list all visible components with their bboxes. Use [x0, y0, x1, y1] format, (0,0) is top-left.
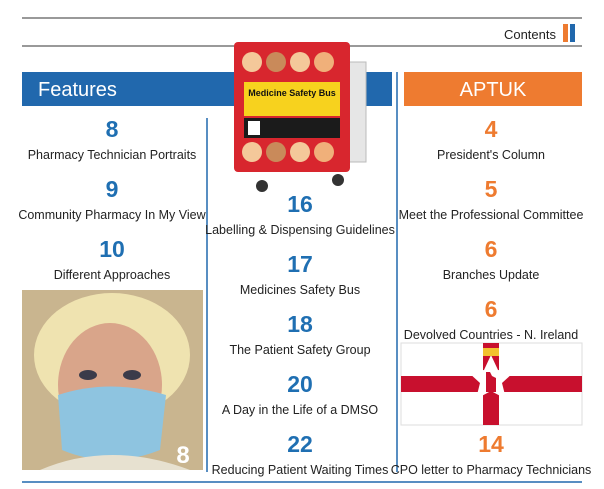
- page-number: 18: [287, 311, 313, 337]
- item-title: Reducing Patient Waiting Times: [212, 463, 389, 477]
- item-title: CPO letter to Pharmacy Technicians: [391, 463, 592, 477]
- item-title: President's Column: [437, 148, 545, 162]
- item-title: Devolved Countries - N. Ireland: [404, 328, 578, 342]
- header-icon: [563, 24, 568, 42]
- header-icon: [570, 24, 575, 42]
- portrait-page: 8: [176, 442, 189, 469]
- page-number: 8: [106, 116, 119, 142]
- aptuk-title: APTUK: [460, 79, 527, 101]
- item-title: A Day in the Life of a DMSO: [222, 403, 379, 417]
- page-number: 14: [478, 431, 504, 457]
- aptuk-bar: [404, 72, 582, 106]
- item-title: Medicines Safety Bus: [240, 283, 360, 297]
- page-number: 10: [99, 236, 125, 262]
- bus-image: Medicine Safety Bus: [234, 42, 367, 192]
- item-title: Community Pharmacy In My View: [18, 208, 206, 222]
- page-number: 17: [287, 251, 313, 277]
- flag-image: [400, 342, 583, 426]
- page-number: 22: [287, 431, 313, 457]
- page-number: 6: [485, 296, 498, 322]
- page-number: 4: [485, 116, 498, 142]
- page-number: 5: [485, 176, 498, 202]
- page-number: 20: [287, 371, 313, 397]
- page-number: 9: [106, 176, 119, 202]
- item-title: Meet the Professional Committee: [399, 208, 584, 222]
- item-title: Different Approaches: [54, 268, 171, 282]
- page-number: 6: [485, 236, 498, 262]
- portrait-image: 8: [22, 290, 203, 470]
- header-label: Contents: [504, 27, 557, 42]
- features-title: Features: [38, 79, 117, 101]
- item-title: The Patient Safety Group: [229, 343, 370, 357]
- page-number: 16: [287, 191, 313, 217]
- item-title: Labelling & Dispensing Guidelines: [205, 223, 395, 237]
- item-title: Pharmacy Technician Portraits: [28, 148, 197, 162]
- bus-sign: Medicine Safety Bus: [248, 88, 336, 98]
- item-title: Branches Update: [443, 268, 540, 282]
